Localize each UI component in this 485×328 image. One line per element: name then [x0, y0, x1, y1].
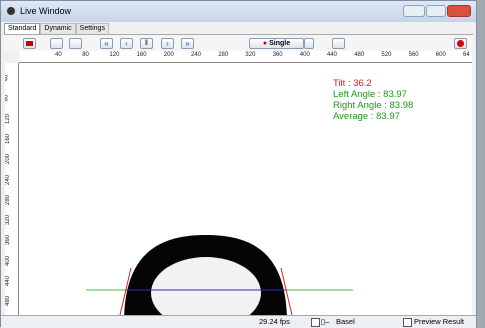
preview-checkbox[interactable] [403, 318, 412, 327]
ruler-label: 400 [299, 52, 310, 58]
ruler-label: 40 [5, 74, 10, 82]
settings-button[interactable] [69, 38, 82, 49]
ruler-label: 280 [5, 194, 12, 205]
left-ruler: 40 80 120 160 200 240 280 320 360 400 440 480 [5, 63, 19, 315]
ruler-label: 480 [354, 52, 365, 58]
baseline-icon: ▯– [321, 317, 330, 326]
title-bar: Live Window [1, 1, 476, 22]
ruler-label: 160 [5, 133, 12, 144]
tab[interactable]: Dynamic [40, 23, 76, 34]
ruler-label: 560 [408, 52, 419, 58]
window-title: Live Window [20, 6, 72, 16]
mode-button[interactable]: ● Single [249, 38, 304, 49]
ruler-label: 440 [5, 275, 12, 287]
left-angle-text: Left Angle : 83.97 [333, 89, 407, 100]
stop-button[interactable] [23, 38, 36, 49]
ruler-label: 400 [5, 255, 12, 266]
tab[interactable]: Standard [4, 23, 41, 34]
last-button[interactable]: » [181, 38, 194, 49]
record-button[interactable] [454, 38, 467, 49]
average-text: Average : 83.97 [333, 111, 400, 122]
right-angle-text: Right Angle : 83.98 [333, 100, 414, 111]
close-button[interactable] [447, 5, 471, 17]
fps-text: 29.24 fps [259, 317, 290, 326]
ruler-label: 80 [5, 94, 10, 102]
ruler-label: 240 [5, 174, 12, 185]
pause-button[interactable]: ‖ [140, 38, 153, 49]
preview-label: Preview Result [414, 317, 465, 326]
ruler-label: 200 [163, 52, 174, 58]
ruler-label: 320 [5, 215, 12, 226]
ruler-label: 360 [5, 235, 12, 246]
tilt-text: Tilt : 36.2 [333, 78, 372, 89]
ruler-label: 40 [55, 52, 62, 58]
first-button[interactable]: « [100, 38, 113, 49]
ruler-label: 480 [5, 296, 12, 307]
ruler-label: 240 [191, 52, 202, 58]
ruler-label: 280 [218, 52, 229, 58]
prev-button[interactable]: ‹ [120, 38, 133, 49]
toolbar: « ‹ ‖ › » ● Single [4, 34, 473, 52]
ruler-label: 600 [435, 52, 446, 58]
grid-button[interactable] [332, 38, 345, 49]
baseline-checkbox[interactable] [311, 318, 320, 327]
drop-image [86, 235, 353, 315]
top-ruler: 40 80 120 160 200 240 280 320 360 400 440 480 520 560… [19, 51, 472, 63]
ruler-label: 64 [463, 52, 470, 58]
ruler-label: 320 [245, 52, 256, 58]
capture-button[interactable] [50, 38, 63, 49]
mode-dropdown[interactable] [304, 38, 314, 49]
maximize-button[interactable] [426, 5, 446, 17]
ruler-label: 440 [327, 52, 338, 58]
ruler-label: 200 [5, 154, 12, 165]
minimize-button[interactable] [403, 5, 425, 17]
status-bar: 29.24 fps ▯– Basel Preview Result [1, 315, 476, 328]
ruler-label: 120 [109, 52, 120, 58]
ruler-label: 160 [136, 52, 147, 58]
next-button[interactable]: › [161, 38, 174, 49]
baseline-label: Basel [336, 317, 355, 326]
camera-view: Tilt : 36.2 Left Angle : 83.97 Right Ang… [19, 63, 472, 315]
ruler-label: 520 [381, 52, 392, 58]
ruler-label: 360 [272, 52, 283, 58]
app-icon [7, 7, 15, 15]
ruler-label: 120 [5, 113, 12, 124]
ruler-label: 80 [82, 52, 89, 58]
tab-strip: Standard Dynamic Settings [4, 23, 109, 34]
tab[interactable]: Settings [75, 23, 109, 34]
mode-label: Single [269, 40, 291, 47]
